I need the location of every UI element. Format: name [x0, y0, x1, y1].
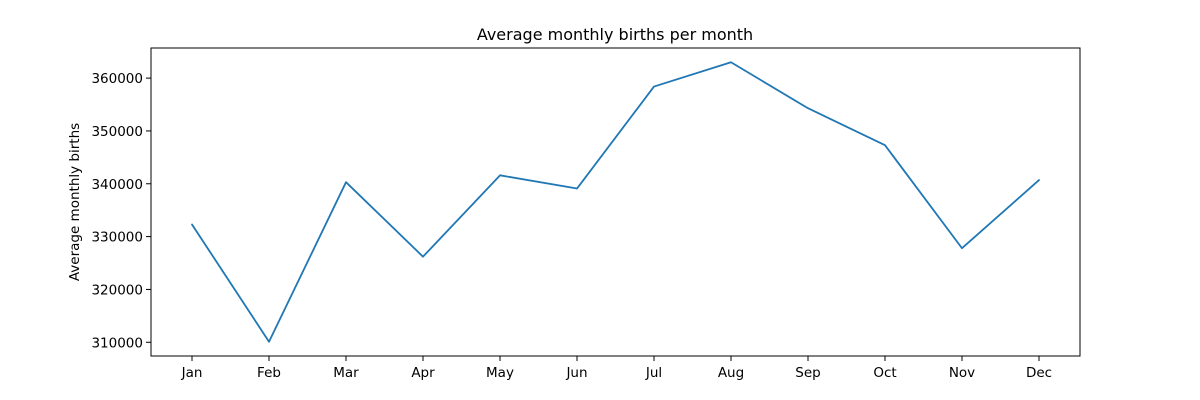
x-tick-label: Aug — [718, 365, 744, 381]
y-axis-label: Average monthly births — [67, 123, 83, 281]
x-tick-label: Sep — [795, 365, 820, 381]
chart-title: Average monthly births per month — [477, 25, 753, 44]
x-tick-label: May — [486, 365, 514, 381]
y-tick-label: 340000 — [91, 177, 143, 193]
y-tick-label: 310000 — [91, 335, 143, 351]
y-tick-label: 360000 — [91, 71, 143, 87]
y-tick-label: 350000 — [91, 124, 143, 140]
x-tick-label: Jul — [645, 365, 662, 381]
x-tick-label: Apr — [411, 365, 435, 381]
series-line — [191, 61, 1040, 343]
y-tick-label: 330000 — [91, 230, 143, 246]
y-tick-label: 320000 — [91, 282, 143, 298]
x-tick-label: Jun — [565, 365, 587, 381]
x-tick-label: Feb — [257, 365, 281, 381]
x-tick-label: Nov — [949, 365, 975, 381]
x-tick-label: Mar — [333, 365, 359, 381]
plot-area: Jan Feb Mar Apr May Jun Jul Aug Sep Oct Nov Dec 3100… — [91, 47, 1081, 381]
x-tick-label: Jan — [181, 365, 203, 381]
x-tick-label: Oct — [873, 365, 896, 381]
x-tick-label: Dec — [1026, 365, 1052, 381]
axes-frame — [150, 47, 1081, 357]
